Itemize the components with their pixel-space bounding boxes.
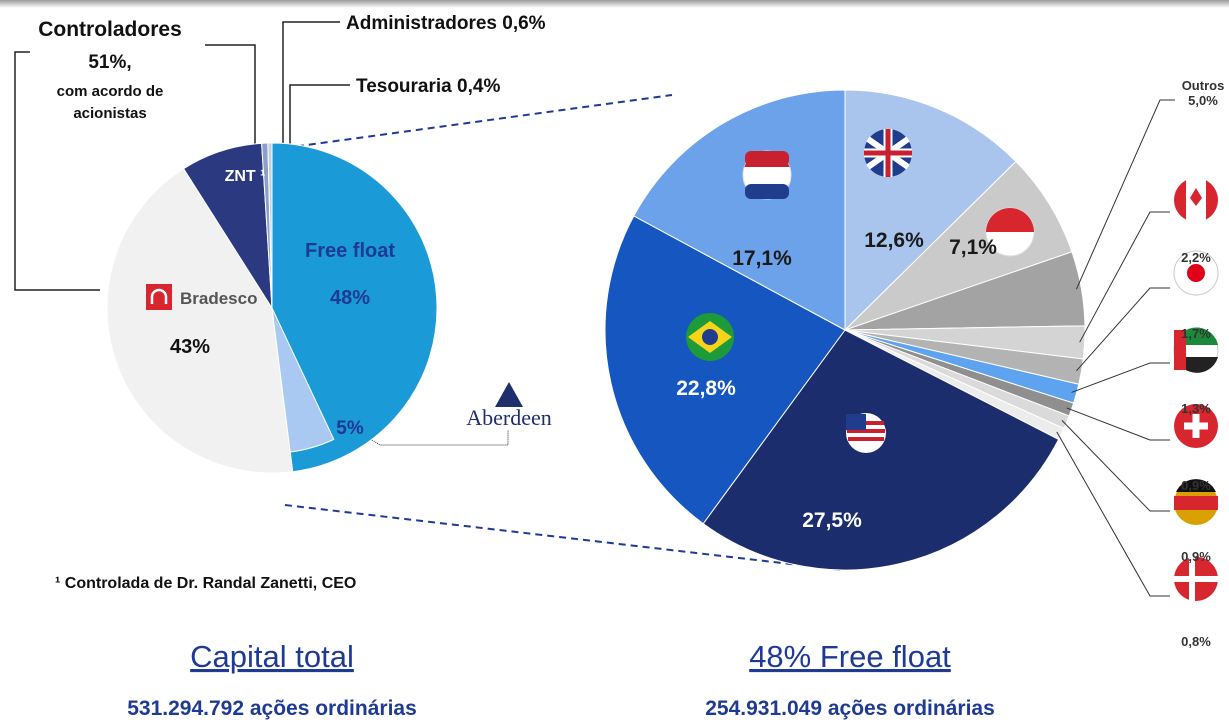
top-bar bbox=[0, 0, 1229, 8]
leader-line bbox=[14, 51, 100, 291]
right-title: 48% Free float bbox=[749, 639, 951, 674]
pie-slice bbox=[633, 89, 846, 331]
left-pie bbox=[106, 142, 438, 474]
aberdeen-leader bbox=[371, 430, 509, 446]
highlight-slice bbox=[271, 307, 335, 453]
slice-value-label: 1,7% bbox=[1181, 326, 1211, 341]
slice-value-label: 0,9% bbox=[1181, 478, 1211, 493]
slice-value-label: 7,1% bbox=[949, 236, 997, 259]
slice-value-label: 12,6% bbox=[864, 229, 924, 252]
controladores-note: acionistas bbox=[73, 105, 146, 122]
right-subtitle: 254.931.049 ações ordinárias bbox=[705, 697, 995, 720]
pie-slice bbox=[271, 142, 438, 473]
admin-label: Administradores 0,6% bbox=[346, 13, 546, 34]
leader-line bbox=[1061, 420, 1170, 512]
pie-slice bbox=[604, 215, 846, 525]
pie-slice bbox=[702, 329, 1060, 571]
leader-line bbox=[1066, 407, 1170, 441]
slice-value-label: 27,5% bbox=[802, 509, 862, 532]
controladores-title: Controladores bbox=[38, 18, 182, 41]
bradesco-logo bbox=[150, 288, 168, 304]
footnote: ¹ Controlada de Dr. Randal Zanetti, CEO bbox=[55, 575, 356, 592]
leader-line bbox=[205, 44, 256, 150]
aberdeen-logo bbox=[495, 382, 523, 407]
free-float-label: Free float bbox=[305, 240, 395, 262]
leader-line bbox=[1056, 431, 1170, 597]
bradesco-label: Bradesco bbox=[180, 289, 257, 308]
tesouraria-label: Tesouraria 0,4% bbox=[356, 76, 500, 97]
free-float-value: 48% bbox=[330, 287, 370, 309]
connector bbox=[284, 94, 673, 149]
bradesco-logo bbox=[146, 284, 172, 310]
admin-name: Administradores bbox=[346, 13, 497, 34]
slice-value-label: 5,0% bbox=[1188, 93, 1218, 108]
znt-label: ZNT ¹ bbox=[225, 168, 266, 185]
bradesco-value: 43% bbox=[170, 336, 210, 358]
tesouraria-name: Tesouraria bbox=[356, 76, 452, 97]
leader-line bbox=[289, 84, 350, 147]
pie-slice bbox=[267, 142, 273, 309]
leader-line bbox=[1076, 287, 1170, 372]
aberdeen-value: 5% bbox=[336, 418, 364, 439]
controladores-value: 51%, bbox=[88, 52, 131, 73]
leader-line bbox=[1071, 362, 1170, 393]
admin-value: 0,6% bbox=[502, 13, 545, 34]
slice-value-label: 0,8% bbox=[1181, 634, 1211, 649]
slice-value-label: 2,2% bbox=[1181, 250, 1211, 265]
left-subtitle: 531.294.792 ações ordinárias bbox=[127, 697, 417, 720]
slice-value-label: 0,9% bbox=[1181, 549, 1211, 564]
pie-slice bbox=[844, 160, 1073, 331]
leader-line bbox=[1079, 211, 1170, 343]
flags bbox=[686, 129, 1219, 601]
leader-line bbox=[282, 21, 340, 145]
connector bbox=[284, 504, 843, 571]
slice-value-label: 17,1% bbox=[732, 247, 792, 270]
tesouraria-value: 0,4% bbox=[457, 76, 500, 97]
right-pie bbox=[604, 89, 1086, 571]
slice-category-label: Outros bbox=[1182, 78, 1225, 93]
aberdeen-label: Aberdeen bbox=[466, 405, 552, 430]
left-title: Capital total bbox=[190, 639, 354, 674]
slice-value-label: 1,3% bbox=[1181, 401, 1211, 416]
controladores-note: com acordo de bbox=[57, 83, 164, 100]
slice-value-label: 22,8% bbox=[676, 377, 736, 400]
leader-line bbox=[1075, 99, 1175, 290]
pie-slice bbox=[106, 167, 294, 474]
